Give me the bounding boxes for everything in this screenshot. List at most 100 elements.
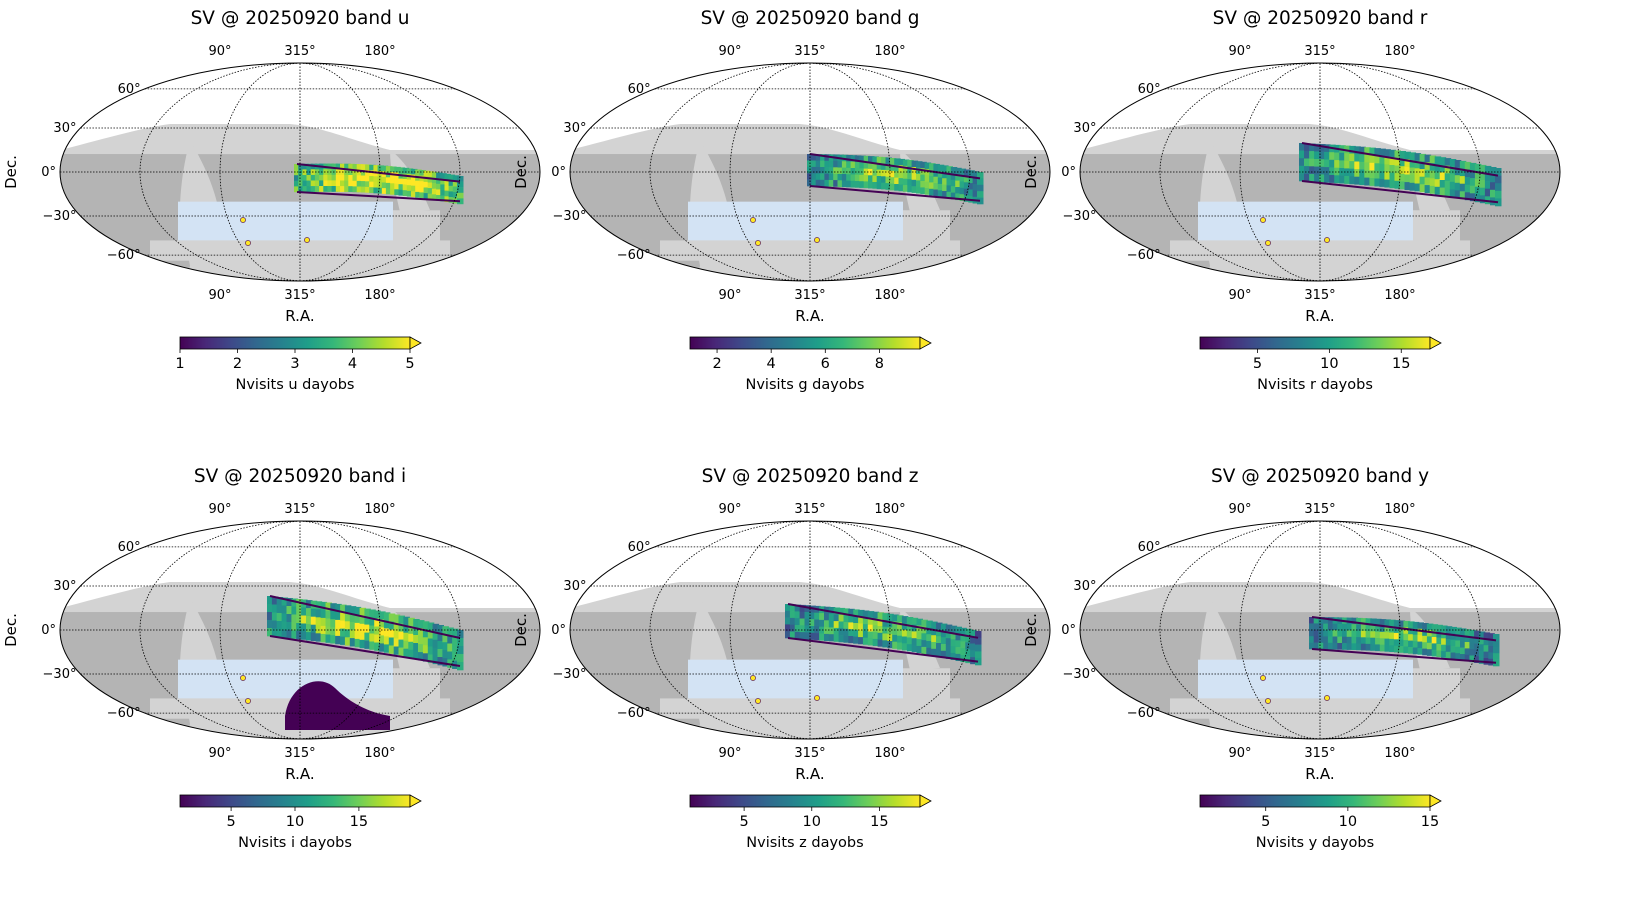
strip-cell	[955, 187, 962, 194]
ra-tick-label-top: 315°	[794, 44, 825, 59]
strip-cell	[359, 639, 367, 649]
strip-cell	[882, 640, 889, 648]
strip-cell	[360, 169, 368, 176]
strip-cell	[374, 634, 381, 643]
strip-cell	[1318, 636, 1325, 643]
strip-cell	[335, 174, 343, 181]
strip-cell	[828, 167, 836, 174]
strip-cell	[955, 653, 962, 661]
strip-cell	[1393, 620, 1401, 627]
strip-cell	[423, 187, 431, 194]
strip-cell	[1329, 152, 1336, 161]
strip-cell	[1384, 164, 1391, 173]
strip-cell	[1393, 632, 1401, 640]
strip-cell	[1490, 174, 1497, 183]
strip-cell	[1299, 150, 1306, 159]
strip-cell	[1490, 189, 1497, 198]
strip-cell	[1360, 630, 1368, 638]
strip-cell	[950, 186, 958, 193]
strip-cell	[294, 186, 301, 193]
colorbar-extend-arrow	[1429, 794, 1442, 808]
map-outline	[1079, 62, 1561, 282]
strip-cell	[1394, 150, 1401, 159]
strip-cell	[820, 154, 827, 161]
strip-cell	[1441, 651, 1448, 658]
ra-tick-label-top: 90°	[1228, 44, 1251, 59]
strip-cell	[457, 646, 464, 655]
colorbar-tick-label: 8	[875, 356, 884, 372]
strip-cell	[1304, 150, 1311, 159]
strip-cell	[335, 163, 343, 170]
strip-cell	[815, 179, 823, 187]
strip-cell	[916, 167, 923, 175]
meridian-line	[1159, 520, 1321, 740]
strip-cell	[1356, 637, 1363, 644]
strip-cell	[1426, 630, 1434, 637]
strip-cell	[306, 624, 313, 633]
strip-cell	[390, 166, 397, 173]
strip-cell	[931, 628, 938, 636]
strip-cell	[920, 168, 927, 175]
dec-tick-label: 30°	[1073, 121, 1096, 136]
strip-cell	[924, 162, 932, 170]
strip-cell	[344, 621, 352, 630]
ra-tick-label-top: 180°	[874, 44, 905, 59]
strip-cell	[408, 617, 415, 627]
ddf-point	[750, 675, 756, 681]
strip-cell	[398, 623, 405, 632]
ra-tick-label-bottom: 180°	[364, 746, 395, 761]
strip-cell	[1349, 176, 1356, 185]
strip-cell	[885, 176, 892, 184]
strip-cell	[807, 173, 814, 180]
strip-cell	[349, 614, 357, 623]
strip-cell	[325, 634, 332, 643]
strip-cell	[281, 613, 289, 622]
ra-tick-label-bottom: 315°	[284, 746, 315, 761]
strip-cell	[315, 633, 323, 642]
strip-cell	[1436, 624, 1443, 632]
strip-cell	[1365, 624, 1373, 632]
strip-cell	[344, 629, 352, 638]
colorbar-extend-arrow	[919, 336, 932, 350]
strip-cell	[931, 642, 938, 650]
strip-cell	[1495, 190, 1502, 199]
strip-cell	[959, 181, 967, 189]
strip-cell	[1431, 637, 1439, 644]
strip-cell	[1436, 650, 1443, 658]
ra-tick-label-bottom: 90°	[208, 288, 231, 303]
strip-cell	[448, 191, 456, 198]
strip-cell	[1444, 173, 1452, 182]
strip-cell	[1424, 169, 1432, 178]
strip-cell	[960, 634, 967, 642]
strip-cell	[916, 625, 923, 633]
strip-cell	[1436, 644, 1443, 651]
strip-cell	[916, 186, 923, 194]
strip-cell	[1313, 623, 1321, 631]
strip-cell	[325, 602, 332, 611]
strip-cell	[887, 620, 894, 628]
strip-cell	[1309, 158, 1316, 167]
strip-cell	[1469, 162, 1477, 171]
strip-cell	[1479, 187, 1487, 196]
strip-cell	[862, 637, 870, 645]
dec-tick-label: −30°	[553, 209, 587, 224]
strip-cell	[794, 604, 802, 612]
strip-cell	[348, 163, 355, 170]
strip-cell	[1399, 181, 1406, 190]
ra-tick-label-top: 315°	[284, 44, 315, 59]
strip-cell	[1483, 651, 1491, 659]
strip-cell	[394, 183, 401, 190]
strip-cell	[1369, 162, 1376, 171]
sky-map-svg: SV @ 20250920 band g 60° 30° 0° −30° −60° 90° 9…	[512, 8, 1051, 393]
strip-cell	[937, 190, 945, 197]
ddf-point	[1260, 217, 1266, 223]
strip-cell	[1409, 152, 1417, 161]
strip-cell	[937, 177, 945, 185]
meridian-line	[809, 520, 971, 740]
strip-cell	[344, 174, 351, 181]
strip-cell	[325, 610, 332, 619]
strip-cell	[1375, 618, 1382, 626]
strip-cell	[442, 650, 449, 659]
strip-cell	[291, 598, 298, 607]
strip-cell	[1359, 177, 1366, 185]
